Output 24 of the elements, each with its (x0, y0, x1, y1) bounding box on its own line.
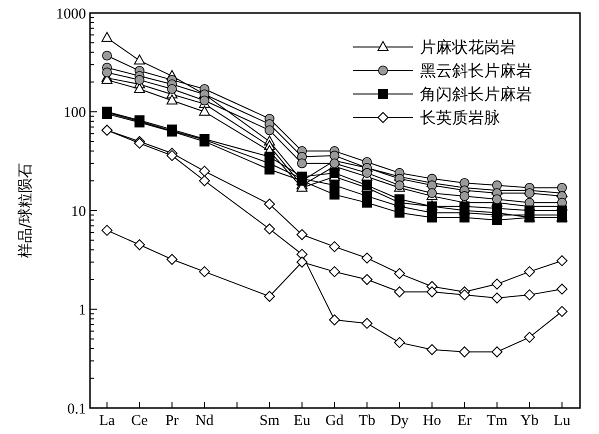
x-tick-label: Sm (259, 413, 280, 429)
legend-label: 黑云斜长片麻岩 (420, 61, 532, 80)
x-tick-label: Dy (390, 413, 410, 429)
y-tick-label: 0.1 (67, 401, 86, 418)
x-tick-label: Nd (195, 413, 214, 429)
x-tick-label: Yb (520, 413, 539, 429)
x-tick-label: Eu (294, 413, 311, 429)
y-tick-label: 100 (64, 105, 86, 121)
legend-label: 长英质岩脉 (420, 108, 500, 128)
legend-label: 片麻状花岗岩 (420, 38, 516, 57)
x-tick-label: La (99, 413, 116, 429)
x-tick-label: Tb (358, 413, 376, 429)
legend-label: 角闪斜长片麻岩 (420, 84, 532, 104)
y-tick-label: 10 (71, 204, 86, 220)
y-tick-label: 1 (78, 302, 86, 318)
x-tick-label: Tm (486, 413, 508, 429)
y-axis-title: 样品/球粒陨石 (16, 162, 34, 258)
x-tick-label: Lu (554, 413, 571, 429)
x-tick-label: Pr (165, 413, 179, 429)
x-tick-label: Ce (131, 413, 148, 429)
x-tick-label: Ho (422, 413, 442, 429)
x-tick-label: Gd (325, 413, 344, 429)
x-tick-label: Er (457, 413, 472, 429)
y-tick-label: 1000 (56, 6, 86, 22)
